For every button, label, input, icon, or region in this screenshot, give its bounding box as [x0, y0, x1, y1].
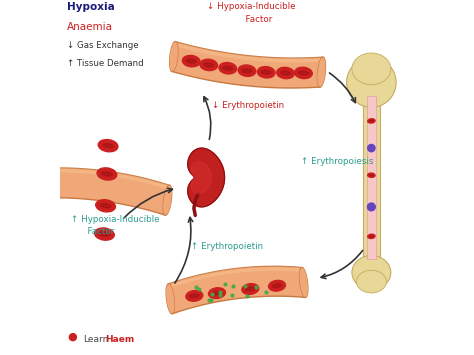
Text: ↑ Erythropoietin: ↑ Erythropoietin	[191, 242, 263, 251]
Ellipse shape	[94, 228, 114, 240]
Polygon shape	[175, 42, 323, 62]
Ellipse shape	[368, 144, 375, 152]
Ellipse shape	[273, 284, 282, 288]
Polygon shape	[363, 82, 380, 273]
Text: Learn: Learn	[83, 335, 109, 344]
Polygon shape	[366, 96, 376, 259]
Ellipse shape	[167, 285, 174, 313]
Polygon shape	[168, 266, 302, 288]
Ellipse shape	[186, 59, 196, 63]
Ellipse shape	[369, 120, 374, 122]
Text: ↓ Erythropoietin: ↓ Erythropoietin	[212, 100, 284, 109]
FancyArrowPatch shape	[321, 250, 363, 279]
Ellipse shape	[346, 58, 396, 107]
Ellipse shape	[166, 284, 174, 314]
Ellipse shape	[352, 53, 391, 85]
Text: Anaemia: Anaemia	[67, 22, 113, 32]
Polygon shape	[46, 168, 170, 190]
Text: ●: ●	[67, 332, 77, 342]
FancyArrowPatch shape	[329, 73, 356, 103]
Ellipse shape	[368, 173, 375, 178]
FancyArrowPatch shape	[175, 218, 193, 283]
Ellipse shape	[369, 175, 374, 176]
FancyArrowPatch shape	[124, 188, 173, 218]
Ellipse shape	[368, 234, 375, 239]
Ellipse shape	[318, 57, 326, 87]
Ellipse shape	[97, 168, 117, 180]
Ellipse shape	[369, 236, 374, 237]
Ellipse shape	[164, 186, 171, 214]
Polygon shape	[172, 42, 323, 88]
Ellipse shape	[257, 67, 275, 78]
Ellipse shape	[170, 43, 177, 70]
Text: ↑ Hypoxia-Inducible
      Factor: ↑ Hypoxia-Inducible Factor	[71, 215, 159, 236]
Ellipse shape	[101, 172, 112, 176]
Ellipse shape	[318, 58, 325, 86]
Ellipse shape	[356, 270, 386, 293]
Ellipse shape	[170, 42, 178, 72]
Ellipse shape	[98, 140, 118, 152]
Text: ↑ Erythropoiesis: ↑ Erythropoiesis	[301, 157, 373, 166]
Polygon shape	[43, 168, 170, 215]
Ellipse shape	[246, 287, 255, 291]
Ellipse shape	[103, 143, 113, 148]
Ellipse shape	[100, 204, 111, 208]
Ellipse shape	[182, 55, 200, 67]
Ellipse shape	[41, 169, 48, 197]
Ellipse shape	[238, 65, 256, 76]
Ellipse shape	[41, 168, 49, 198]
Ellipse shape	[300, 268, 308, 297]
Ellipse shape	[212, 291, 222, 295]
Ellipse shape	[186, 290, 203, 301]
Ellipse shape	[242, 69, 252, 72]
Ellipse shape	[99, 232, 110, 236]
Ellipse shape	[200, 59, 218, 71]
Ellipse shape	[219, 62, 237, 74]
Ellipse shape	[242, 284, 259, 294]
Ellipse shape	[163, 185, 172, 215]
Text: ↓ Gas Exchange: ↓ Gas Exchange	[67, 42, 139, 50]
Ellipse shape	[367, 203, 375, 211]
Ellipse shape	[261, 70, 271, 74]
Ellipse shape	[277, 67, 294, 79]
Ellipse shape	[281, 71, 291, 75]
Polygon shape	[188, 148, 225, 207]
Ellipse shape	[190, 294, 199, 298]
Text: ↑ Tissue Demand: ↑ Tissue Demand	[67, 59, 144, 68]
Ellipse shape	[96, 200, 115, 212]
Ellipse shape	[223, 66, 233, 70]
Ellipse shape	[269, 280, 285, 291]
Text: Hypoxia: Hypoxia	[67, 2, 115, 12]
Ellipse shape	[209, 288, 226, 299]
Text: Haem: Haem	[105, 335, 135, 344]
FancyArrowPatch shape	[204, 97, 211, 140]
Ellipse shape	[299, 71, 308, 75]
Ellipse shape	[204, 63, 214, 67]
Ellipse shape	[352, 256, 391, 290]
Polygon shape	[191, 162, 211, 193]
Ellipse shape	[368, 119, 375, 123]
Ellipse shape	[300, 269, 307, 296]
Text: ↓ Hypoxia-Inducible
      Factor: ↓ Hypoxia-Inducible Factor	[207, 2, 295, 24]
Ellipse shape	[295, 67, 312, 78]
Polygon shape	[168, 266, 306, 314]
